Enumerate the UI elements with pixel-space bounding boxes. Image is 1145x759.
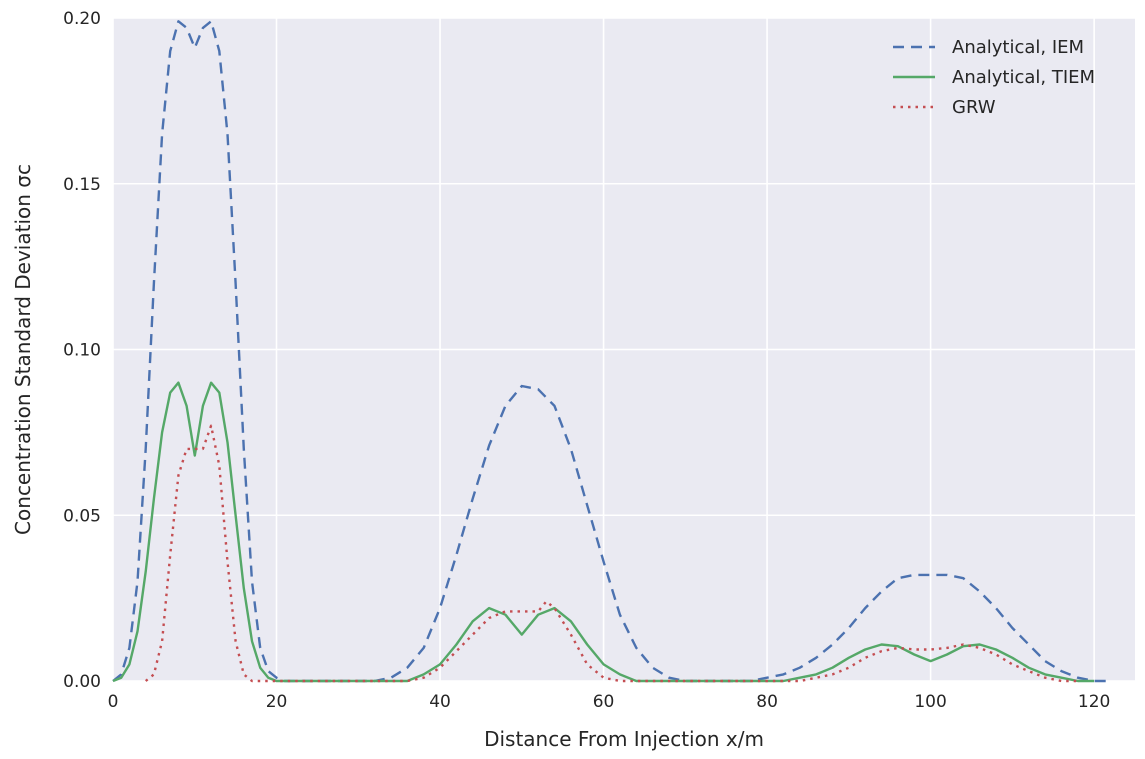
x-axis-label: Distance From Injection x/m xyxy=(484,727,764,751)
x-tick-label: 40 xyxy=(429,692,451,712)
x-tick-label: 120 xyxy=(1078,692,1110,712)
y-axis-label: Concentration Standard Deviation σc xyxy=(11,164,35,535)
y-tick-labels: 0.00 0.05 0.10 0.15 0.20 xyxy=(63,9,101,692)
x-tick-labels: 0 20 40 60 80 100 120 xyxy=(108,692,1111,712)
legend-label: GRW xyxy=(952,97,996,118)
series-line xyxy=(112,20,1111,683)
y-tick-label: 0.00 xyxy=(63,672,101,692)
y-tick-label: 0.20 xyxy=(63,9,101,29)
y-tick-label: 0.10 xyxy=(63,341,101,361)
series-layer xyxy=(112,20,1111,683)
y-tick-label: 0.15 xyxy=(63,175,101,195)
x-tick-label: 100 xyxy=(914,692,946,712)
legend: Analytical, IEM Analytical, TIEM GRW xyxy=(893,37,1095,118)
legend-label: Analytical, TIEM xyxy=(952,67,1095,88)
y-tick-label: 0.05 xyxy=(63,506,101,526)
x-tick-label: 20 xyxy=(266,692,288,712)
x-tick-label: 80 xyxy=(756,692,778,712)
x-tick-label: 60 xyxy=(593,692,615,712)
x-tick-label: 0 xyxy=(108,692,119,712)
series-line xyxy=(144,424,1078,683)
series-line xyxy=(112,381,1095,683)
legend-label: Analytical, IEM xyxy=(952,37,1084,58)
